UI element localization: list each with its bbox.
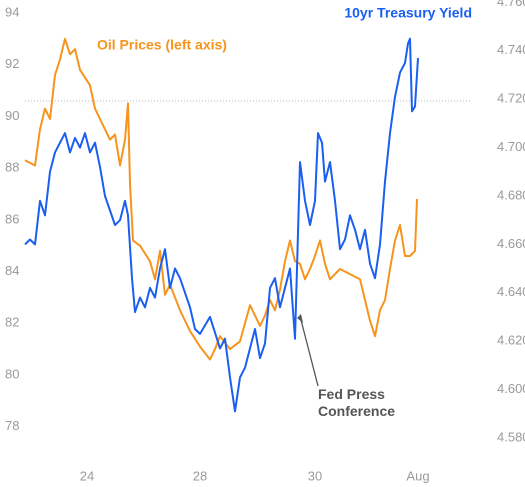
y-tick-label: 82 xyxy=(5,315,19,330)
y2-tick-label: 4.620 xyxy=(497,333,525,348)
y2-tick-label: 4.600 xyxy=(497,381,525,396)
chart-title: 10yr Treasury Yield xyxy=(344,5,472,21)
annotation: Fed Press Conference xyxy=(318,386,396,419)
x-tick-label: Aug xyxy=(406,468,429,483)
y2-tick-label: 4.740 xyxy=(497,42,525,57)
y2-tick-label: 4.700 xyxy=(497,139,525,154)
y2-tick-label: 4.640 xyxy=(497,284,525,299)
y-tick-label: 80 xyxy=(5,366,19,381)
y2-tick-label: 4.660 xyxy=(497,236,525,251)
y-tick-label: 88 xyxy=(5,160,19,175)
y-tick-label: 84 xyxy=(5,263,19,278)
y-tick-label: 86 xyxy=(5,211,19,226)
x-tick-label: 24 xyxy=(80,468,94,483)
y-tick-label: 78 xyxy=(5,418,19,433)
chart-subtitle: Oil Prices (left axis) xyxy=(97,37,227,53)
y2-tick-label: 4.760 xyxy=(497,0,525,9)
line-series xyxy=(24,37,418,361)
x-tick-label: 28 xyxy=(193,468,207,483)
annotation-arrow xyxy=(300,319,319,387)
y2-tick-label: 4.720 xyxy=(497,91,525,106)
line-series xyxy=(24,37,419,413)
y2-tick-label: 4.680 xyxy=(497,187,525,202)
x-tick-label: 30 xyxy=(308,468,322,483)
y-tick-label: 92 xyxy=(5,56,19,71)
arrow-head xyxy=(297,314,303,323)
y-tick-label: 94 xyxy=(5,4,19,19)
y-tick-label: 90 xyxy=(5,108,19,123)
annotation-box: Fed Press Conference xyxy=(318,386,396,419)
y2-tick-label: 4.580 xyxy=(497,429,525,444)
